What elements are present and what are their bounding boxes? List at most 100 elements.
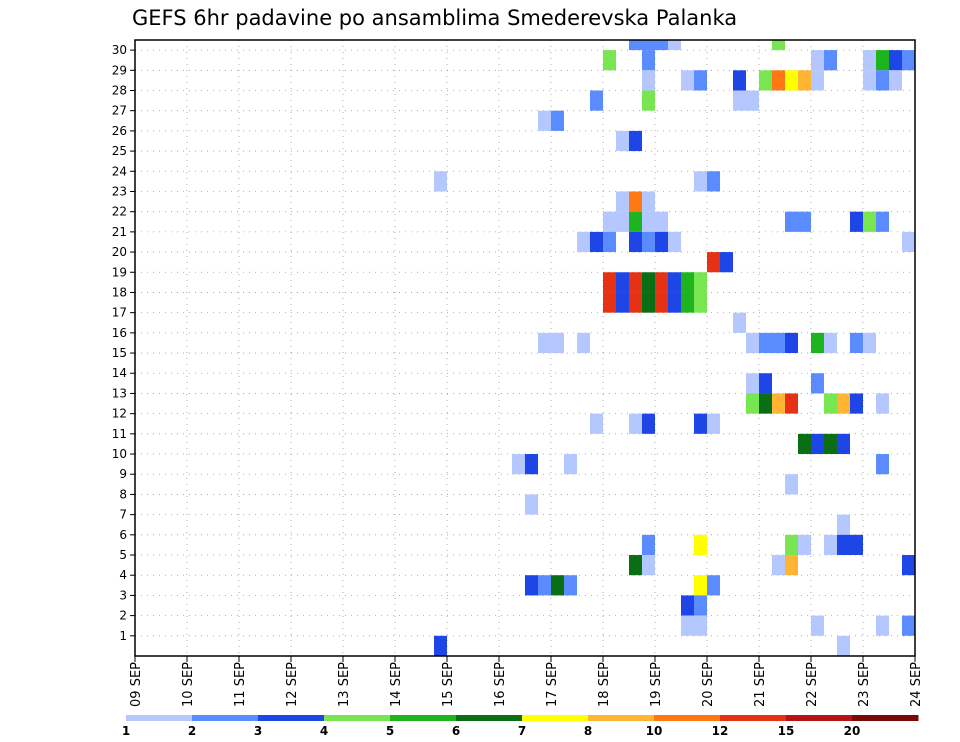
- heatmap-cell: [525, 494, 538, 515]
- heatmap-cell: [525, 454, 538, 475]
- heatmap-cell: [759, 332, 772, 354]
- y-tick-label: 13: [112, 386, 127, 400]
- heatmap-cell: [434, 171, 447, 192]
- x-tick-label: 14 SEP: [389, 662, 404, 707]
- heatmap-cell: [694, 171, 707, 192]
- heatmap-cell: [694, 292, 707, 313]
- x-tick-label: 15 SEP: [441, 662, 456, 707]
- x-tick-label: 19 SEP: [649, 662, 664, 707]
- heatmap-cell: [863, 50, 876, 71]
- heatmap-cell: [629, 130, 642, 152]
- heatmap-cell: [772, 332, 785, 354]
- heatmap-cell: [603, 272, 616, 293]
- colorbar-label: 6: [452, 724, 460, 738]
- heatmap-cell: [590, 413, 603, 434]
- heatmap-cell: [902, 615, 915, 636]
- heatmap-cell: [551, 110, 564, 131]
- y-tick-label: 29: [112, 63, 127, 77]
- heatmap-cell: [785, 474, 798, 495]
- heatmap-cell: [564, 575, 577, 596]
- heatmap-cell: [694, 575, 707, 596]
- heatmap-cell: [603, 211, 616, 232]
- y-tick-label: 22: [112, 205, 127, 219]
- x-tick-label: 22 SEP: [805, 662, 820, 707]
- heatmap-cell: [746, 332, 759, 354]
- heatmap-cell: [564, 454, 577, 475]
- heatmap-cell: [876, 393, 889, 414]
- y-tick-label: 5: [119, 548, 127, 562]
- x-tick-label: 16 SEP: [493, 662, 508, 707]
- colorbar-label: 4: [320, 724, 328, 738]
- heatmap-cell: [746, 393, 759, 414]
- heatmap-cell: [863, 211, 876, 232]
- heatmap-cell: [642, 40, 655, 51]
- heatmap-cell: [655, 272, 668, 293]
- x-tick-label: 09 SEP: [129, 662, 144, 707]
- heatmap-cell: [824, 332, 837, 354]
- x-tick-label: 10 SEP: [181, 662, 196, 707]
- heatmap-cell: [707, 413, 720, 434]
- colorbar-swatch: [720, 715, 787, 721]
- x-tick-label: 18 SEP: [597, 662, 612, 707]
- heatmap-cell: [603, 231, 616, 253]
- y-tick-label: 27: [112, 104, 127, 118]
- heatmap-cell: [681, 272, 694, 293]
- x-tick-label: 13 SEP: [337, 662, 352, 707]
- heatmap-cell: [837, 635, 850, 656]
- y-tick-label: 12: [112, 407, 127, 421]
- y-tick-label: 26: [112, 124, 127, 138]
- colorbar-swatch: [588, 715, 655, 721]
- y-tick-label: 14: [112, 366, 127, 380]
- heatmap-cell: [707, 575, 720, 596]
- heatmap-cell: [746, 90, 759, 111]
- heatmap-cell: [629, 191, 642, 212]
- heatmap-cell: [642, 90, 655, 111]
- heatmap-cell: [655, 40, 668, 51]
- heatmap-cell: [785, 332, 798, 354]
- heatmap-cell: [850, 332, 863, 354]
- colorbar-label: 8: [584, 724, 592, 738]
- heatmap-cell: [772, 555, 785, 576]
- heatmap-cell: [538, 575, 551, 596]
- heatmap-cell: [733, 312, 746, 333]
- heatmap-cell: [759, 373, 772, 394]
- heatmap-cell: [850, 211, 863, 232]
- heatmap-cell: [811, 615, 824, 636]
- heatmap-cell: [876, 50, 889, 71]
- heatmap-cell: [616, 191, 629, 212]
- colorbar-swatch: [390, 715, 457, 721]
- heatmap-cell: [772, 40, 785, 51]
- heatmap-cell: [772, 393, 785, 414]
- heatmap-cell: [694, 70, 707, 91]
- heatmap-cell: [811, 373, 824, 394]
- y-tick-label: 9: [119, 467, 127, 481]
- colorbar-label: 7: [518, 724, 526, 738]
- cell-layer: [434, 40, 915, 656]
- heatmap-cell: [798, 211, 811, 232]
- heatmap-cell: [694, 534, 707, 556]
- x-tick-label: 23 SEP: [857, 662, 872, 707]
- y-axis: 1234567891011121314151617181920212223242…: [112, 43, 135, 643]
- heatmap-cell: [616, 272, 629, 293]
- heatmap-cell: [902, 231, 915, 253]
- heatmap-cell: [668, 231, 681, 253]
- colorbar-swatch: [522, 715, 589, 721]
- x-tick-label: 11 SEP: [233, 662, 248, 707]
- heatmap-cell: [538, 110, 551, 131]
- y-tick-label: 4: [119, 568, 127, 582]
- heatmap-cell: [850, 534, 863, 556]
- heatmap-cell: [694, 413, 707, 434]
- heatmap-cell: [798, 70, 811, 91]
- y-tick-label: 10: [112, 447, 127, 461]
- x-tick-label: 21 SEP: [753, 662, 768, 707]
- heatmap-cell: [681, 595, 694, 616]
- heatmap-cell: [655, 211, 668, 232]
- y-tick-label: 2: [119, 609, 127, 623]
- heatmap-cell: [512, 454, 525, 475]
- heatmap-cell: [681, 70, 694, 91]
- heatmap-cell: [668, 292, 681, 313]
- colorbar-swatch: [324, 715, 391, 721]
- heatmap-cell: [785, 393, 798, 414]
- heatmap-cell: [837, 514, 850, 535]
- colorbar-label: 20: [844, 724, 861, 738]
